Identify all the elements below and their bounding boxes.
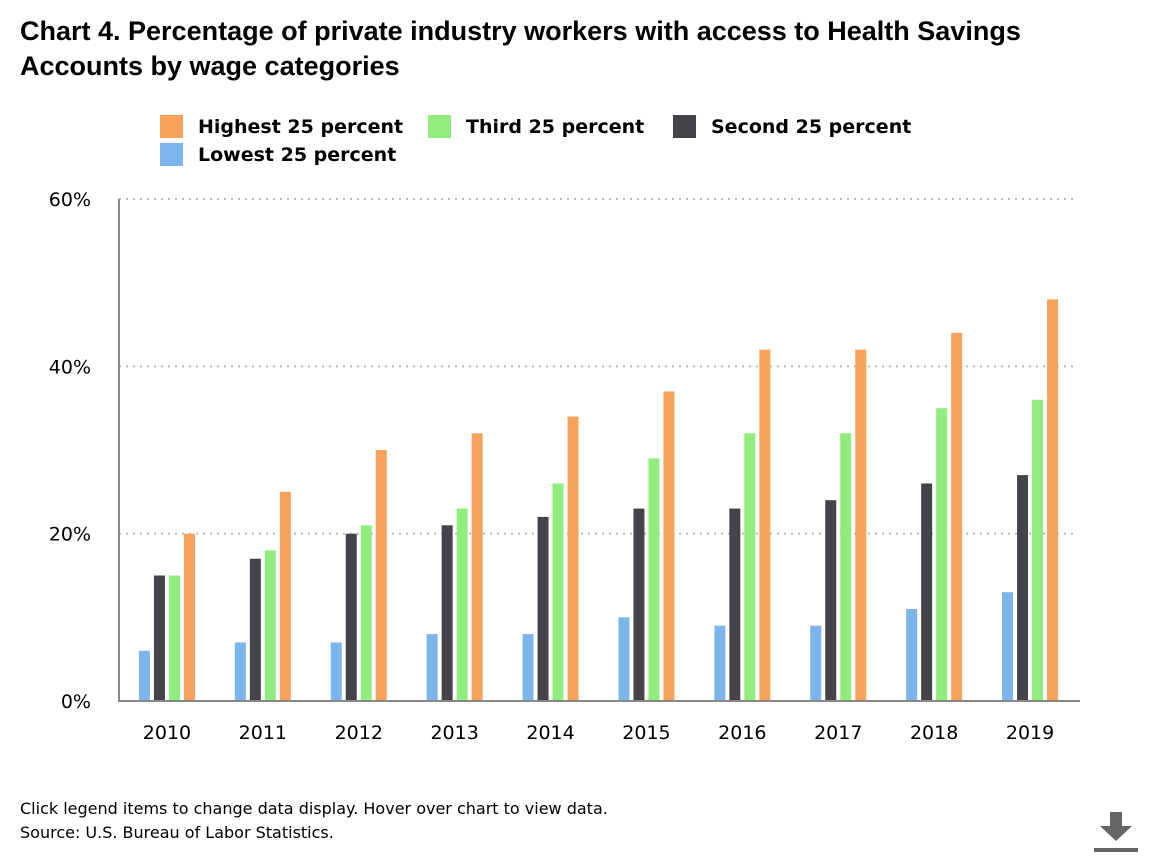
bar bbox=[633, 508, 645, 701]
x-tick-label: 2017 bbox=[814, 722, 862, 744]
x-tick-label: 2015 bbox=[622, 722, 670, 744]
x-tick-label: 2018 bbox=[910, 722, 958, 744]
bar bbox=[1017, 475, 1029, 701]
bar bbox=[183, 533, 195, 701]
bar bbox=[360, 525, 372, 701]
y-tick-label: 20% bbox=[49, 524, 91, 546]
bar bbox=[840, 433, 852, 701]
legend-swatch-second bbox=[673, 115, 696, 138]
bar bbox=[759, 349, 771, 701]
legend-label-second: Second 25 percent bbox=[711, 116, 912, 138]
bar bbox=[345, 533, 357, 701]
bar bbox=[153, 575, 165, 701]
bar bbox=[729, 508, 741, 701]
bar bbox=[1047, 299, 1059, 701]
bar bbox=[330, 642, 342, 701]
legend-label-lowest: Lowest 25 percent bbox=[198, 144, 397, 166]
bar bbox=[1032, 399, 1044, 701]
bar bbox=[906, 608, 918, 701]
bar bbox=[249, 558, 261, 701]
x-tick-label: 2011 bbox=[239, 722, 287, 744]
bar bbox=[663, 391, 675, 701]
chart-source: Source: U.S. Bureau of Labor Statistics. bbox=[20, 823, 334, 842]
bar bbox=[648, 458, 660, 701]
legend-swatch-lowest bbox=[160, 143, 183, 166]
legend-label-third: Third 25 percent bbox=[466, 116, 645, 138]
bar bbox=[138, 650, 150, 701]
bar bbox=[552, 483, 564, 701]
bar bbox=[264, 550, 276, 701]
x-tick-label: 2012 bbox=[335, 722, 383, 744]
bar bbox=[375, 450, 387, 701]
bar bbox=[234, 642, 246, 701]
bar bbox=[567, 416, 579, 701]
bar bbox=[714, 625, 726, 701]
chart-instructions: Click legend items to change data displa… bbox=[20, 799, 608, 818]
bar bbox=[471, 433, 483, 701]
y-tick-label: 0% bbox=[61, 691, 91, 713]
x-tick-label: 2010 bbox=[143, 722, 191, 744]
bar bbox=[168, 575, 180, 701]
chart-legend: Highest 25 percent Third 25 percent Seco… bbox=[160, 113, 1020, 173]
bar bbox=[441, 525, 453, 701]
bar bbox=[1002, 592, 1014, 701]
bar bbox=[936, 408, 948, 701]
legend-swatch-highest bbox=[160, 115, 183, 138]
download-icon bbox=[1094, 812, 1138, 852]
y-tick-label: 60% bbox=[49, 189, 91, 211]
x-tick-label: 2014 bbox=[526, 722, 574, 744]
bar-chart[interactable]: 0% 20% 40% 60% 2010 2011 2012 2013 2014 2015 2016 2… bbox=[0, 180, 1160, 770]
bar bbox=[744, 433, 756, 701]
bar bbox=[855, 349, 867, 701]
bar bbox=[921, 483, 933, 701]
bar bbox=[810, 625, 822, 701]
bar bbox=[618, 617, 630, 701]
bar bbox=[825, 500, 837, 701]
chart-title: Chart 4. Percentage of private industry … bbox=[20, 16, 1021, 81]
bar bbox=[537, 516, 549, 701]
bar bbox=[951, 332, 963, 701]
x-tick-label: 2016 bbox=[718, 722, 766, 744]
bar bbox=[456, 508, 468, 701]
bar bbox=[426, 634, 438, 701]
legend-label-highest: Highest 25 percent bbox=[198, 116, 404, 138]
legend-swatch-third bbox=[428, 115, 451, 138]
x-tick-label: 2019 bbox=[1006, 722, 1054, 744]
bar bbox=[522, 634, 534, 701]
y-tick-label: 40% bbox=[49, 356, 91, 378]
x-tick-label: 2013 bbox=[430, 722, 478, 744]
download-button[interactable] bbox=[1094, 812, 1138, 854]
bar bbox=[279, 491, 291, 701]
